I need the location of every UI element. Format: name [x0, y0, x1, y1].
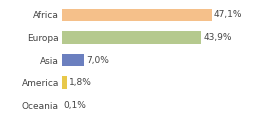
Bar	[62, 54, 84, 66]
Text: 7,0%: 7,0%	[86, 56, 109, 65]
Text: 0,1%: 0,1%	[64, 101, 87, 110]
Text: 47,1%: 47,1%	[214, 10, 242, 19]
Text: 43,9%: 43,9%	[203, 33, 232, 42]
Bar	[62, 31, 202, 44]
Bar	[62, 76, 67, 89]
Text: 1,8%: 1,8%	[69, 78, 92, 87]
Bar	[62, 9, 212, 21]
